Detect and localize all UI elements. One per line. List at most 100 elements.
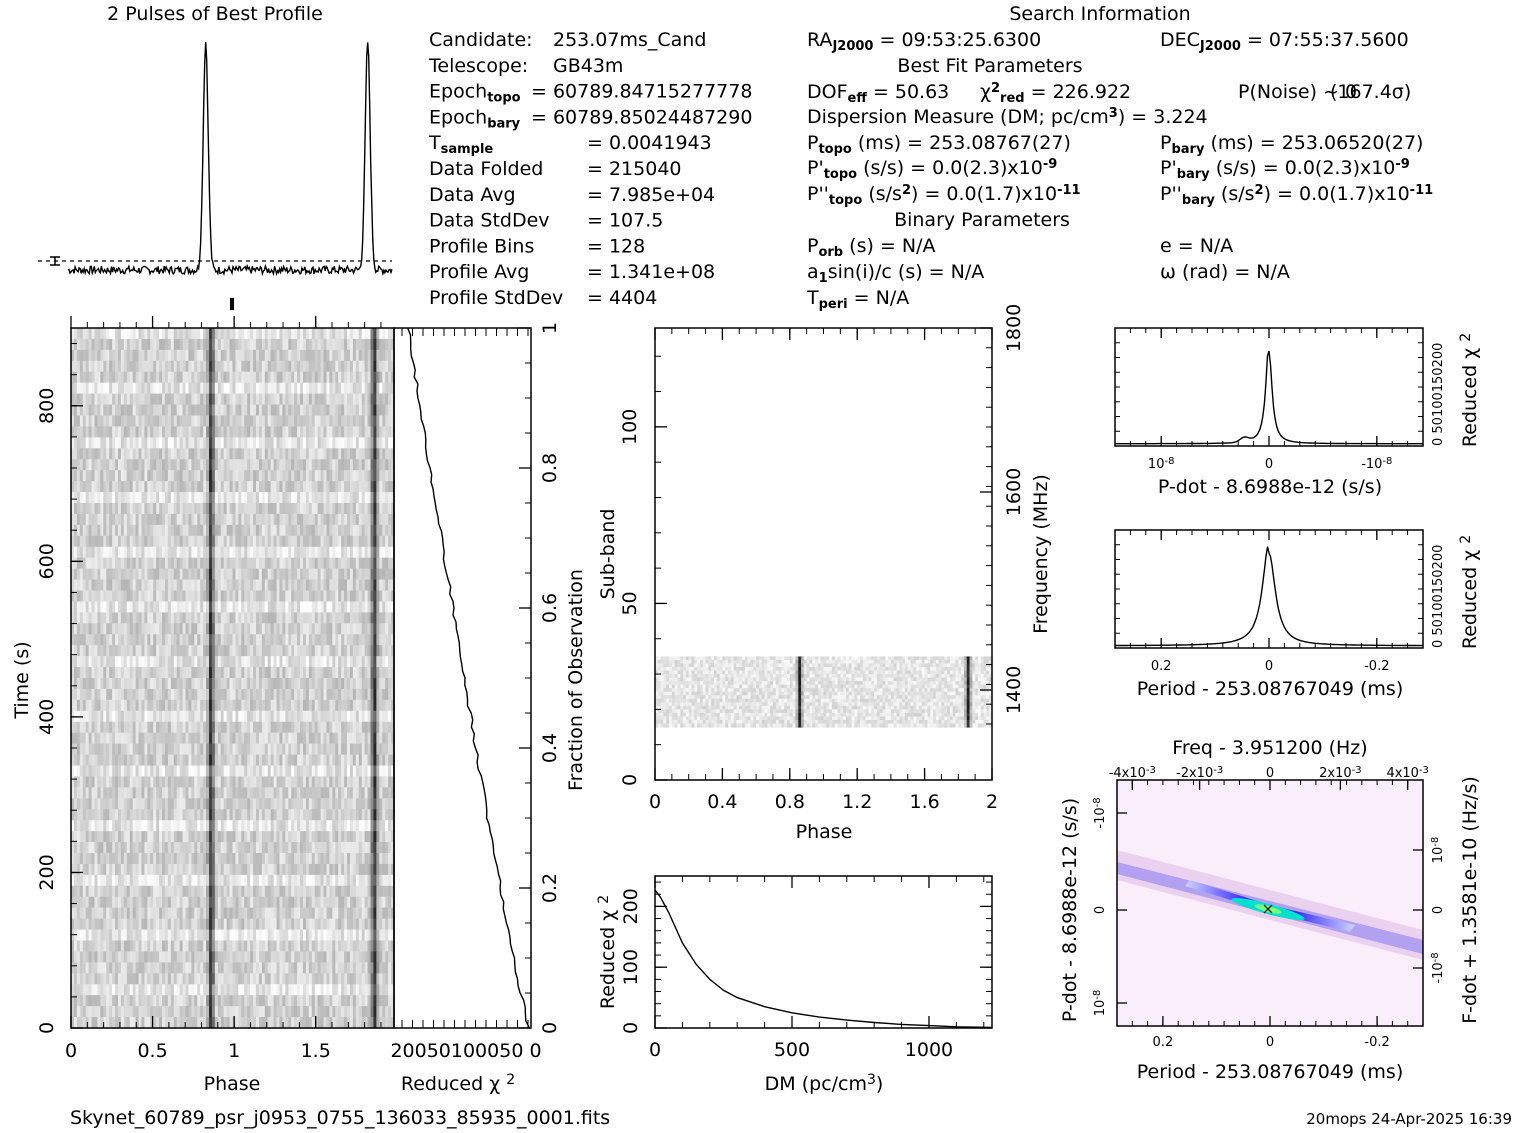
pdot-chi2-frame bbox=[1114, 327, 1424, 447]
candidate-info-value: = 107.5 bbox=[587, 210, 663, 232]
dm-xtick: 1000 bbox=[905, 1039, 953, 1061]
candidate-info-value: = 60789.84715277778 bbox=[531, 81, 752, 103]
candidate-info-label: Epochtopo bbox=[429, 81, 521, 106]
pdot-chi2-line bbox=[1115, 350, 1423, 445]
period-pdot-lefttick: -10-8 bbox=[1092, 797, 1109, 828]
dm-frame bbox=[654, 875, 993, 1029]
chi2-value: χ2red = 226.922 bbox=[980, 81, 1131, 106]
pnoise-value: P(Noise) ~ 0 bbox=[1238, 81, 1357, 103]
profile-line bbox=[67, 42, 393, 277]
time-phase-xlabel: Phase bbox=[204, 1073, 261, 1095]
subband-xtick: 1.2 bbox=[842, 791, 872, 813]
frequency-tick: 1800 bbox=[1003, 304, 1025, 352]
dm-xtick: 500 bbox=[774, 1039, 810, 1061]
fraction-tick: 0.6 bbox=[539, 593, 561, 623]
binary-title: Binary Parameters bbox=[894, 209, 1070, 231]
small-xtick: -0.2 bbox=[1364, 659, 1389, 674]
period-pdot-xtick: 0 bbox=[1266, 1035, 1274, 1050]
candidate-info-label: Data Folded bbox=[429, 158, 543, 180]
chi2-fraction-line bbox=[407, 327, 530, 1029]
time-phase-xtick: 0 bbox=[65, 1040, 77, 1062]
period-pdot-lefttick: 10-8 bbox=[1092, 990, 1109, 1017]
fraction-ylabel: Fraction of Observation bbox=[565, 569, 587, 791]
period-pdot-xtick: 0.2 bbox=[1153, 1035, 1174, 1050]
omega-value: ω (rad) = N/A bbox=[1160, 261, 1290, 283]
dm-ytick: 200 bbox=[620, 888, 642, 924]
fraction-tick: 0.4 bbox=[539, 733, 561, 763]
period-pdot-xtick: -0.2 bbox=[1364, 1035, 1389, 1050]
period-pdot-righttick: 0 bbox=[1431, 906, 1446, 914]
period-pdot-toptick: -2x10-3 bbox=[1176, 765, 1223, 782]
pdtopo-value: P'topo (s/s) = 0.0(2.3)x10-9 bbox=[807, 157, 1057, 182]
candidate-info-value: = 128 bbox=[587, 235, 645, 257]
candidate-info-label: Profile Avg bbox=[429, 261, 529, 283]
fraction-tick: 0 bbox=[539, 1022, 561, 1034]
search-info-title: Search Information bbox=[1009, 3, 1190, 25]
candidate-info-label: Profile Bins bbox=[429, 235, 534, 257]
a1-value: a1sin(i)/c (s) = N/A bbox=[807, 261, 984, 286]
pddtopo-value: P''topo (s/s2) = 0.0(1.7)x10-11 bbox=[807, 183, 1081, 208]
candidate-info-label: Telescope: bbox=[428, 55, 528, 77]
subband-phase-xlabel: Phase bbox=[796, 821, 853, 843]
dm-xlabel: DM (pc/cm3) bbox=[765, 1072, 884, 1095]
subband-xtick: 1.6 bbox=[909, 791, 939, 813]
best-fit-title: Best Fit Parameters bbox=[897, 55, 1082, 77]
time-phase-ytick: 0 bbox=[36, 1022, 58, 1034]
dm-value: Dispersion Measure (DM; pc/cm3) = 3.224 bbox=[807, 106, 1208, 128]
pbary-value: Pbary (ms) = 253.06520(27) bbox=[1160, 132, 1423, 157]
profile-title: 2 Pulses of Best Profile bbox=[107, 3, 323, 25]
period-chi2-xlabel: Period - 253.08767049 (ms) bbox=[1137, 678, 1403, 700]
candidate-info-value: GB43m bbox=[553, 55, 623, 77]
time-phase-plot: 0 0.5 1 1.5 0 200 400 600 800 Phase Time (s) bbox=[11, 316, 395, 1095]
candidate-info-value: = 60789.85024487290 bbox=[531, 106, 752, 128]
candidate-info-label: Data Avg bbox=[429, 184, 516, 206]
small-xtick: -10-8 bbox=[1361, 456, 1392, 473]
fraction-tick: 1 bbox=[539, 322, 561, 334]
dm-plot: 0 500 1000 0 100 200 DM (pc/cm3) Reduced χ 2 bbox=[596, 875, 993, 1095]
porb-value: Porb (s) = N/A bbox=[807, 235, 936, 260]
candidate-info-label: Profile StdDev bbox=[429, 287, 563, 309]
sigma-value: (167.4σ) bbox=[1330, 81, 1411, 103]
candidate-info-label: Candidate: bbox=[429, 29, 533, 51]
time-phase-ytick: 800 bbox=[36, 388, 58, 424]
candidate-info-value: 253.07ms_Cand bbox=[553, 29, 706, 51]
footer-stamp: 20mops 24-Apr-2025 16:39 bbox=[1306, 1110, 1512, 1128]
dm-ytick: 100 bbox=[620, 949, 642, 985]
frequency-ylabel: Frequency (MHz) bbox=[1030, 474, 1052, 634]
time-phase-ylabel: Time (s) bbox=[11, 641, 33, 719]
period-pdot-righttick: 10-8 bbox=[1430, 837, 1447, 864]
small-xtick: 0 bbox=[1265, 457, 1273, 472]
pdot-chi2-xlabel: P-dot - 8.6988e-12 (s/s) bbox=[1158, 476, 1382, 498]
period-chi2-frame bbox=[1114, 529, 1424, 649]
pdot-chi2-ylabel: Reduced χ 2 bbox=[1458, 333, 1481, 447]
period-chi2-plot: 0.2 0 -0.2 Period - 253.08767049 (ms) 0 50… bbox=[1114, 529, 1481, 700]
candidate-info: Candidate: 253.07ms_Cand Telescope: GB43m Ep… bbox=[428, 29, 752, 309]
subband-xtick: 0.8 bbox=[775, 791, 805, 813]
candidate-info-value: = 1.341e+08 bbox=[587, 261, 715, 283]
candidate-info-label: Tsample bbox=[428, 132, 493, 157]
subband-xtick: 0 bbox=[649, 791, 661, 813]
subband-ytick: 50 bbox=[619, 591, 641, 615]
period-pdot-xlabel: Period - 253.08767049 (ms) bbox=[1137, 1061, 1403, 1083]
time-phase-xtick: 1 bbox=[228, 1040, 240, 1062]
candidate-info-label: Data StdDev bbox=[429, 210, 550, 232]
period-pdot-toptick: 0 bbox=[1266, 766, 1274, 781]
dec-value: DECJ2000 = 07:55:37.5600 bbox=[1160, 29, 1409, 54]
subband-ytick: 0 bbox=[619, 774, 641, 786]
tperi-value: Tperi = N/A bbox=[806, 287, 909, 312]
candidate-info-label: Epochbary bbox=[429, 106, 521, 131]
time-phase-ytick: 600 bbox=[36, 543, 58, 579]
pdot-chi2-plot: 10-8 0 -10-8 P-dot - 8.6988e-12 (s/s) 0 50… bbox=[1114, 327, 1481, 498]
candidate-info-value: = 4404 bbox=[587, 287, 657, 309]
period-pdot-plot: Freq - 3.951200 (Hz) 0.2 0 -0.2 -4x10-3 -2x1… bbox=[1059, 737, 1481, 1083]
period-chi2-ylabel: Reduced χ 2 bbox=[1458, 535, 1481, 649]
candidate-info-value: = 215040 bbox=[587, 158, 682, 180]
chi2-fraction-frame bbox=[393, 327, 532, 1029]
fraction-tick: 0.8 bbox=[539, 453, 561, 483]
small-xtick: 0 bbox=[1265, 659, 1273, 674]
period-pdot-toptick: 2x10-3 bbox=[1319, 765, 1362, 782]
search-info: RAJ2000 = 09:53:25.6300 DECJ2000 = 07:55:… bbox=[806, 29, 1433, 312]
period-pdot-lefttick: 0 bbox=[1093, 906, 1108, 914]
subband-xtick: 0.4 bbox=[707, 791, 737, 813]
